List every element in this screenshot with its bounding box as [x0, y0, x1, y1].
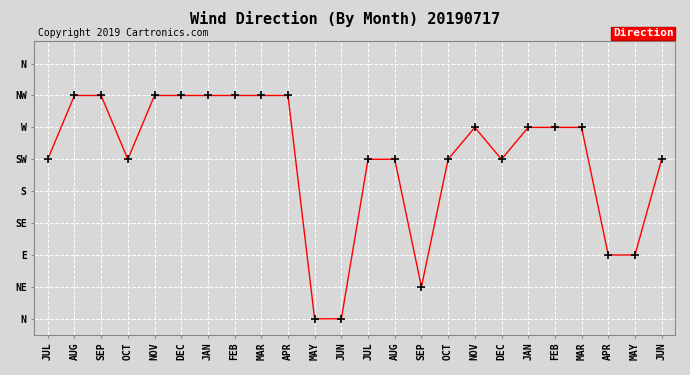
Text: Copyright 2019 Cartronics.com: Copyright 2019 Cartronics.com — [37, 28, 208, 38]
Text: Wind Direction (By Month) 20190717: Wind Direction (By Month) 20190717 — [190, 11, 500, 27]
Text: Direction: Direction — [613, 28, 673, 38]
